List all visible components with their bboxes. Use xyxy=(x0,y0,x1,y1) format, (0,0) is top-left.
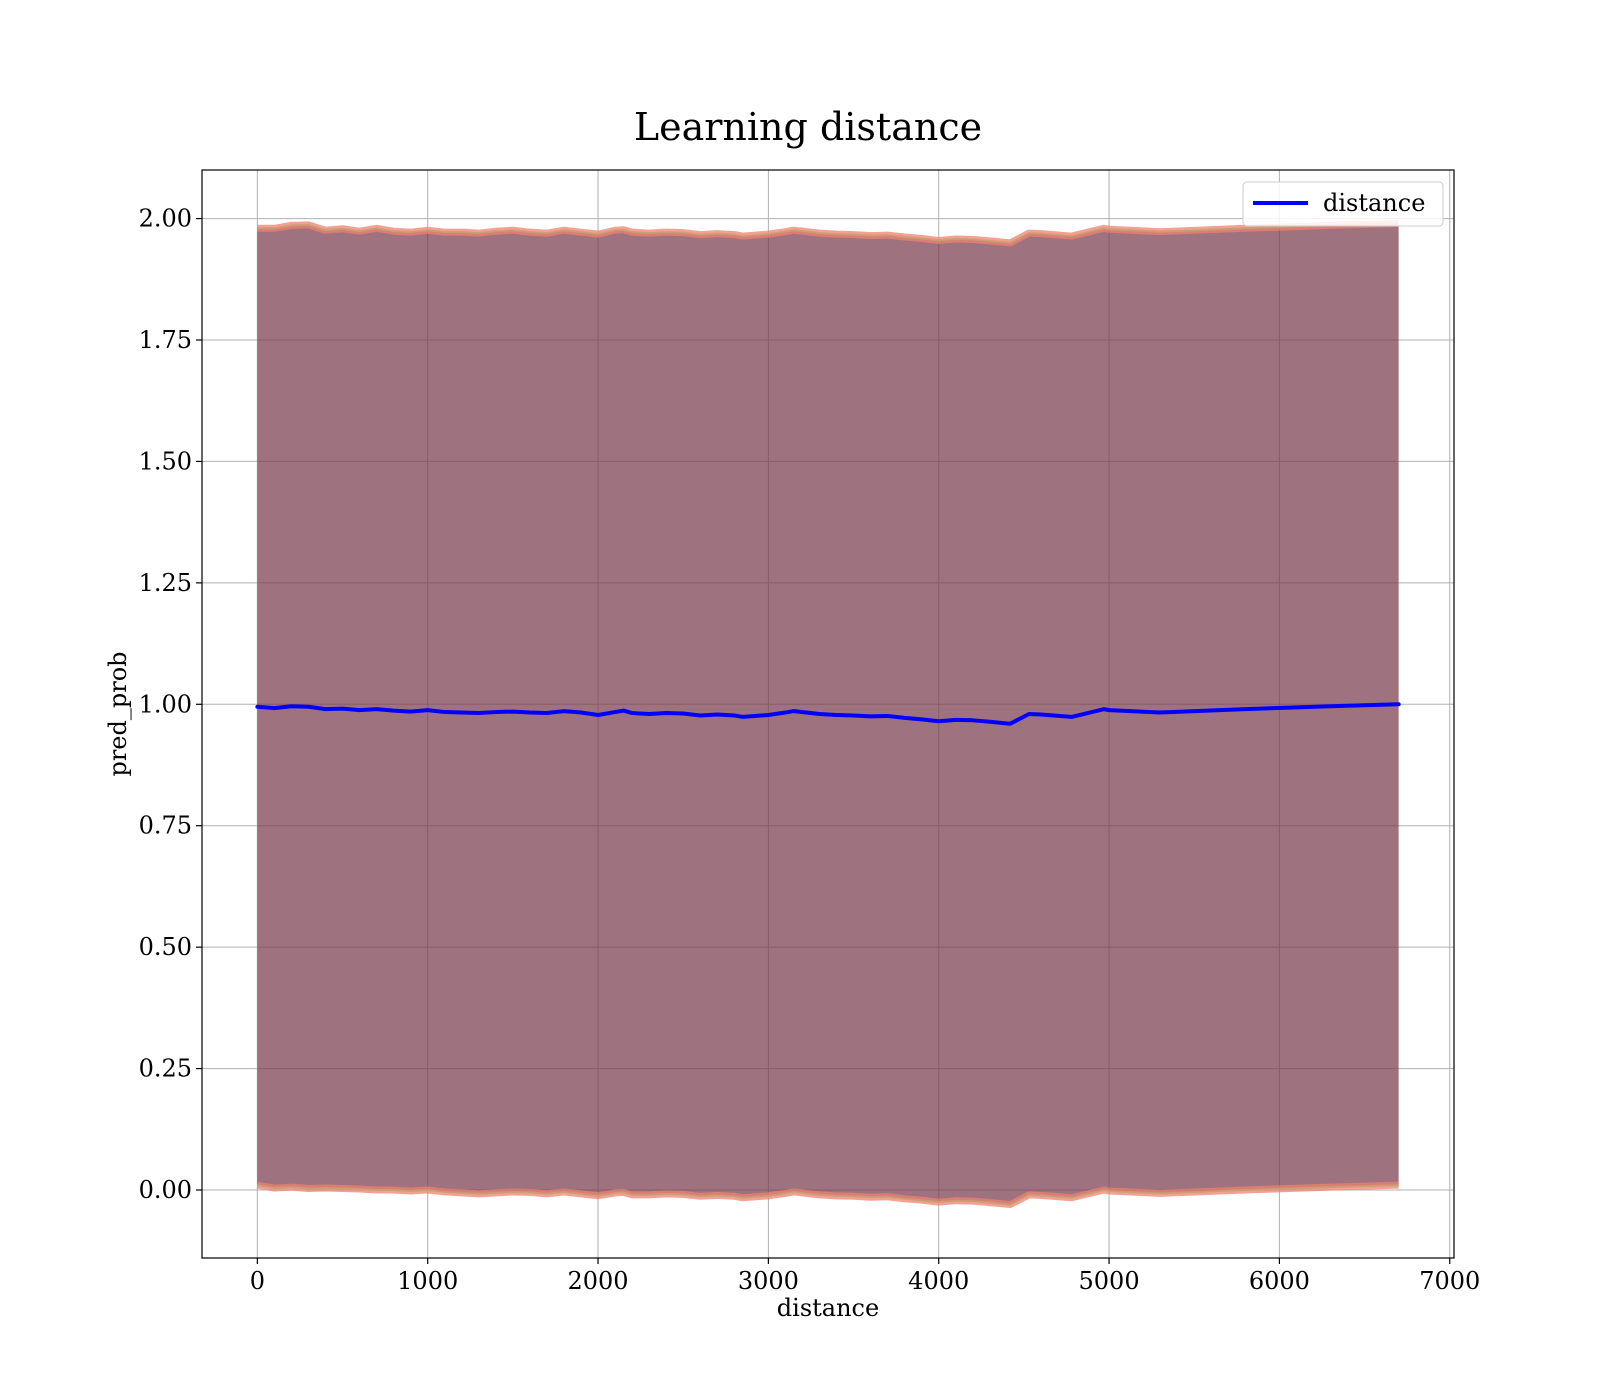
y-tick-label: 1.25 xyxy=(139,569,192,597)
chart-title: Learning distance xyxy=(634,105,982,149)
plot-frame xyxy=(201,169,1455,1259)
axis-ticks: 0 1000 2000 3000 4000 5000 6000 7000 0.00 0.25 0.5… xyxy=(139,205,1481,1295)
x-tick-label: 1000 xyxy=(397,1267,458,1295)
x-tick-label: 3000 xyxy=(738,1267,799,1295)
y-tick-label: 0.25 xyxy=(139,1055,192,1083)
band-lower-edge-inner xyxy=(257,1184,1399,1206)
y-axis-label: pred_prob xyxy=(104,651,132,776)
band-upper-edge-inner xyxy=(257,222,1399,244)
legend: distance xyxy=(1242,181,1444,227)
legend-box xyxy=(1242,181,1444,227)
x-tick-label: 0 xyxy=(250,1267,265,1295)
y-tick-label: 1.50 xyxy=(139,447,192,475)
x-tick-label: 6000 xyxy=(1249,1267,1310,1295)
x-tick-label: 4000 xyxy=(908,1267,969,1295)
y-tick-label: 0.00 xyxy=(139,1176,192,1204)
y-tick-label: 0.75 xyxy=(139,812,192,840)
x-tick-label: 2000 xyxy=(568,1267,629,1295)
x-tick-label: 5000 xyxy=(1079,1267,1140,1295)
series-line-group xyxy=(255,702,1401,726)
y-tick-label: 2.00 xyxy=(139,205,192,233)
y-tick-label: 1.75 xyxy=(139,326,192,354)
x-axis-label: distance xyxy=(777,1294,879,1322)
y-tick-label: 0.50 xyxy=(139,933,192,961)
y-tick-label: 1.00 xyxy=(139,690,192,718)
x-tick-label: 7000 xyxy=(1419,1267,1480,1295)
legend-label: distance xyxy=(1323,189,1425,217)
series-line-distance xyxy=(255,702,1401,726)
